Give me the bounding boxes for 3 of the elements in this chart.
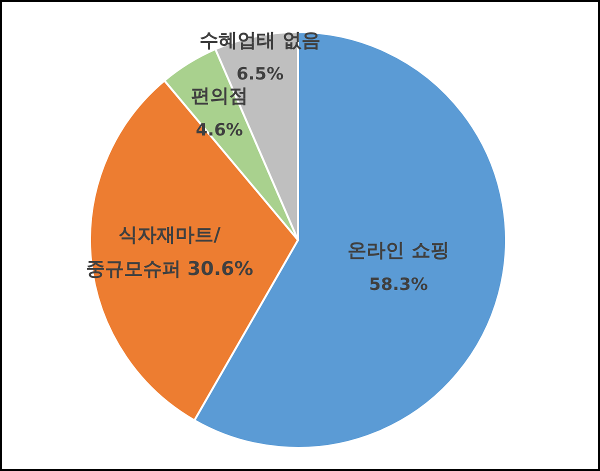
- data-label: 58.3%: [368, 274, 428, 295]
- slice-label: 온라인 쇼핑: [348, 239, 450, 262]
- data-label: 6.5%: [236, 64, 284, 85]
